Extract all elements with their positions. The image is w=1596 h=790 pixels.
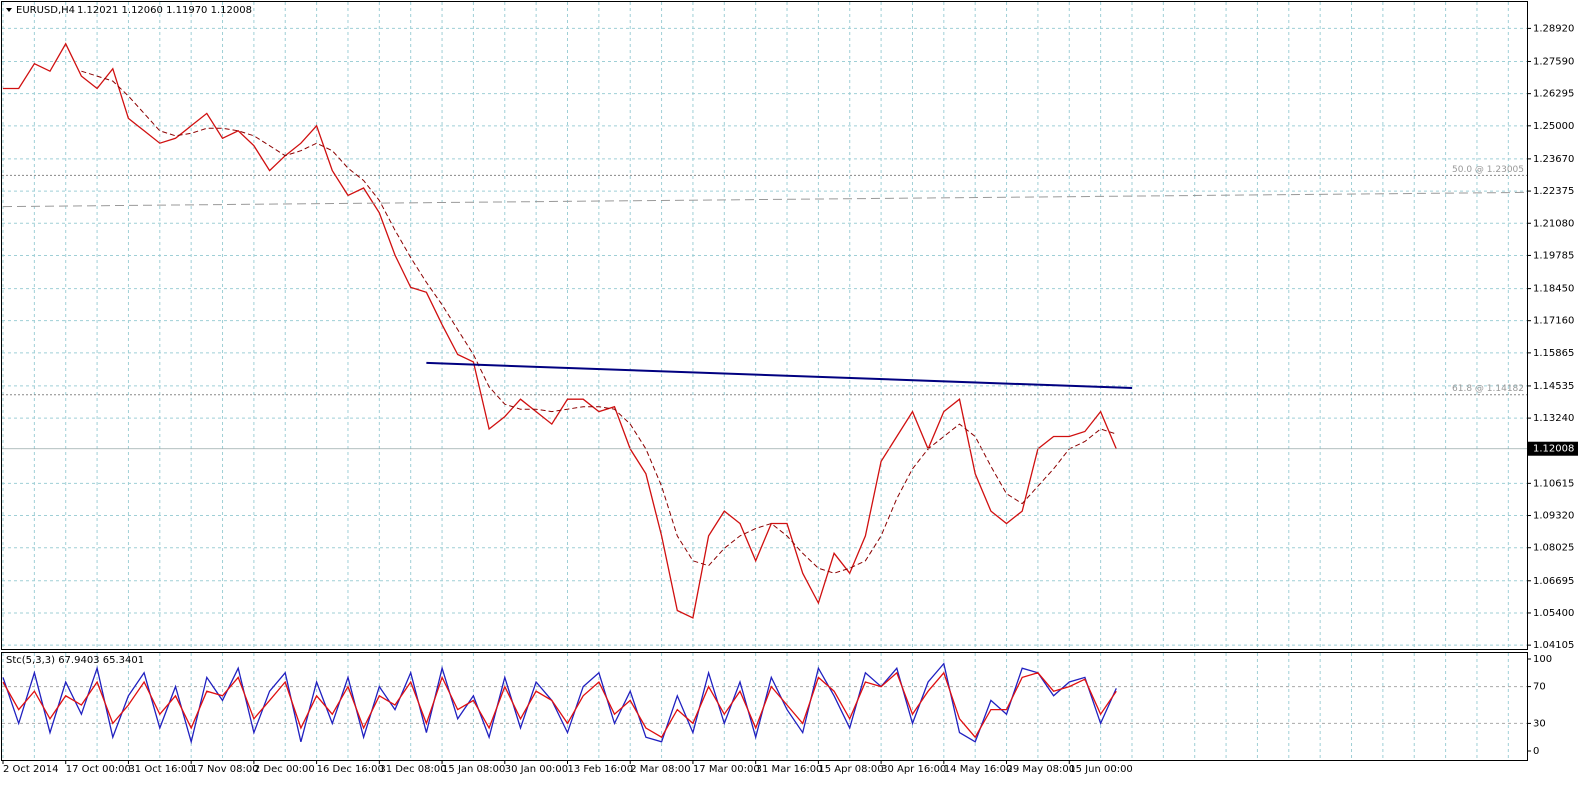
y-tick-label: 1.08025 [1533,543,1574,554]
x-tick-label: 15 Jun 00:00 [1069,764,1133,775]
y-tick-label: 30 [1533,718,1546,729]
level-label: 61.8 @ 1.14182 [1452,384,1524,394]
current-price-label: 1.12008 [1533,444,1574,455]
x-tick-label: 14 May 16:00 [944,764,1013,775]
trend-line [426,361,1133,390]
y-tick-label: 1.17160 [1533,316,1574,327]
y-tick-label: 100 [1533,654,1552,665]
y-tick-label: 1.18450 [1533,284,1574,295]
y-tick-label: 1.19785 [1533,250,1574,261]
level-label: 50.0 @ 1.23005 [1452,165,1524,175]
menu-arrow[interactable] [6,8,12,12]
x-tick-label: 29 May 08:00 [1007,764,1076,775]
y-tick-label: 1.21080 [1533,218,1574,229]
x-tick-label: 31 Dec 08:00 [379,764,446,775]
price-line [2,671,1117,739]
chart-subtitle: 1.12021 1.12060 1.11970 1.12008 [77,5,252,16]
x-tick-label: 17 Oct 00:00 [66,764,131,775]
x-tick-label: 17 Nov 08:00 [191,764,258,775]
y-tick-label: 1.09320 [1533,511,1574,522]
x-tick-label: 15 Jan 08:00 [442,764,505,775]
price-line [81,70,1117,574]
y-tick-label: 1.15865 [1533,348,1574,359]
main-frame [1,1,1528,650]
y-tick-label: 1.22375 [1533,186,1574,197]
x-tick-label: 16 Dec 16:00 [317,764,384,775]
y-tick-label: 1.05400 [1533,608,1574,619]
y-tick-label: 0 [1533,746,1539,757]
x-tick-label: 17 Mar 00:00 [693,764,760,775]
y-tick-label: 1.25000 [1533,121,1574,132]
grid [2,2,1527,760]
x-tick-label: 2 Oct 2014 [3,764,58,775]
y-tick-label: 1.28920 [1533,23,1574,34]
chart-title: EURUSD,H4 [16,5,75,16]
current-price-box [1528,441,1578,456]
y-tick-label: 1.04105 [1533,640,1574,651]
y-tick-label: 1.23670 [1533,154,1574,165]
y-tick-label: 1.06695 [1533,576,1574,587]
y-tick-label: 1.10615 [1533,478,1574,489]
x-tick-label: 30 Apr 16:00 [881,764,946,775]
y-tick-label: 1.14535 [1533,381,1574,392]
price-line [2,662,1117,745]
x-tick-label: 2 Dec 00:00 [254,764,315,775]
x-tick-label: 31 Mar 16:00 [756,764,823,775]
price-line [3,42,1117,619]
trend-line [2,191,1525,208]
y-tick-label: 1.13240 [1533,413,1574,424]
y-tick-label: 1.27590 [1533,56,1574,67]
y-tick-label: 1.26295 [1533,89,1574,100]
x-tick-label: 31 Oct 16:00 [128,764,193,775]
x-tick-label: 2 Mar 08:00 [630,764,690,775]
x-tick-label: 13 Feb 16:00 [567,764,633,775]
x-tick-label: 15 Apr 08:00 [818,764,883,775]
y-tick-label: 70 [1533,682,1546,693]
x-tick-label: 30 Jan 00:00 [505,764,568,775]
stoch-title: Stc(5,3,3) 67.9403 65.3401 [6,655,144,666]
stoch-frame [1,652,1528,761]
